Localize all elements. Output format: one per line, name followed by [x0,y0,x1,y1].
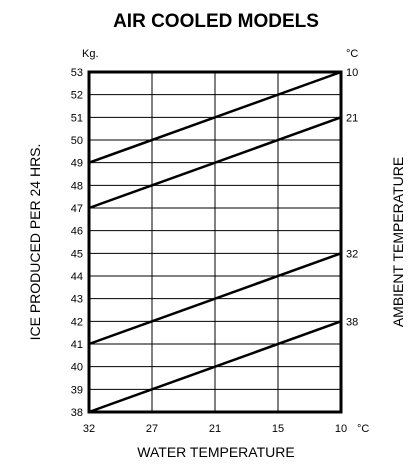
x-tick-label: 21 [209,423,221,435]
y-tick-label: 53 [71,67,83,79]
x-tick-label: 27 [146,423,158,435]
x-tick-label: 10 [335,423,347,435]
plot-frame [87,70,343,414]
series-line-38 [88,320,342,414]
series-line-10 [88,70,342,164]
y-tick-label: 49 [71,158,83,170]
series-label-21: 21 [346,112,358,124]
y-tick-label: 51 [71,112,83,124]
x-tick-labels: 32 27 21 15 10 [83,423,347,435]
y-axis-label: ICE PRODUCED PER 24 HRS. [27,144,43,341]
series-lines [88,70,342,414]
series-label-38: 38 [346,316,358,328]
y-tick-label: 50 [71,135,83,147]
y-tick-label: 52 [71,90,83,102]
x-tick-label: 15 [272,423,284,435]
y-tick-label: 44 [71,271,83,283]
y-tick-label: 39 [71,384,83,396]
series-label-10: 10 [346,67,358,79]
y-tick-label: 40 [71,362,83,374]
y-tick-label: 46 [71,226,83,238]
y-tick-labels: 38 39 40 41 42 43 44 45 46 47 48 49 50 51 52 53 [71,67,83,419]
grid [88,71,342,413]
y-tick-label: 48 [71,180,83,192]
y-tick-label: 41 [71,339,83,351]
y-tick-label: 43 [71,294,83,306]
y-tick-label: 42 [71,316,83,328]
series-label-32: 32 [346,248,358,260]
ambient-axis-label: AMBIENT TEMPERATURE [390,157,406,327]
y-tick-label: 47 [71,203,83,215]
y-unit-label: Kg. [82,48,99,60]
ambient-unit-label: °C [346,48,358,60]
y-tick-label: 38 [71,407,83,419]
chart-title: AIR COOLED MODELS [113,11,319,32]
series-line-21 [88,116,342,210]
series-line-32 [88,252,342,346]
x-tick-label: 32 [83,423,95,435]
series-labels: 10 21 32 38 [346,67,358,328]
y-tick-label: 45 [71,248,83,260]
x-axis-label: WATER TEMPERATURE [137,444,294,460]
x-unit-label: °C [357,423,369,435]
